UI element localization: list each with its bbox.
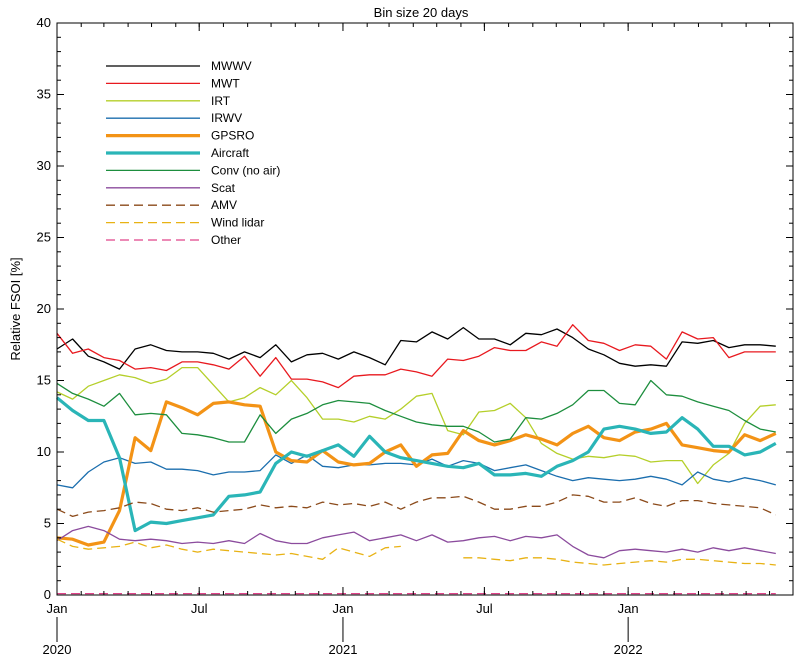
series-line-4: [56, 400, 777, 547]
legend-label-7: Scat: [211, 181, 236, 195]
legend-label-4: GPSRO: [211, 129, 254, 143]
x-tick-label: Jul: [191, 601, 208, 616]
legend-label-1: MWT: [211, 76, 240, 90]
year-label: 2022: [614, 642, 643, 657]
y-tick-label: 5: [44, 516, 51, 531]
legend-label-8: AMV: [211, 198, 237, 212]
x-tick-label: Jul: [476, 601, 493, 616]
legend-label-10: Other: [211, 233, 241, 247]
series-line-1: [56, 324, 776, 389]
y-tick-label: 15: [37, 373, 51, 388]
series-line-8: [56, 494, 777, 518]
series-line-9: [56, 538, 776, 566]
y-axis-label: Relative FSOI [%]: [8, 257, 23, 360]
series-line-5: [55, 396, 777, 533]
series-line-6: [56, 379, 776, 443]
x-tick-label: Jan: [47, 601, 68, 616]
y-tick-label: 40: [37, 15, 51, 30]
series-line-0: [56, 326, 776, 370]
series-line-7: [56, 525, 776, 559]
legend: MWWV MWT IRT IRWV GPSRO Aircraft Conv (no air)…: [106, 59, 280, 247]
y-tick-label: 10: [37, 444, 51, 459]
chart-title: Bin size 20 days: [374, 5, 469, 20]
y-tick-label: 20: [37, 301, 51, 316]
y-tick-label: 35: [37, 87, 51, 102]
legend-label-3: IRWV: [211, 111, 242, 125]
legend-label-9: Wind lidar: [211, 216, 264, 230]
legend-label-2: IRT: [211, 94, 231, 108]
y-tick-label: 25: [37, 230, 51, 245]
x-tick-label: Jan: [332, 601, 353, 616]
legend-label-0: MWWV: [211, 59, 252, 73]
year-label: 2021: [329, 642, 358, 657]
y-tick-label: 0: [44, 587, 51, 602]
series-line-2: [56, 366, 776, 485]
legend-label-6: Conv (no air): [211, 163, 280, 177]
x-tick-label: Jan: [618, 601, 639, 616]
legend-label-5: Aircraft: [211, 146, 250, 160]
plot-area: [55, 22, 794, 596]
axis-ticks: 0 5 10 15 20 25 30 35 40 Jan Jul Jan Jul Jan 2020 2021 2…: [37, 15, 793, 657]
y-tick-label: 30: [37, 158, 51, 173]
year-label: 2020: [43, 642, 72, 657]
